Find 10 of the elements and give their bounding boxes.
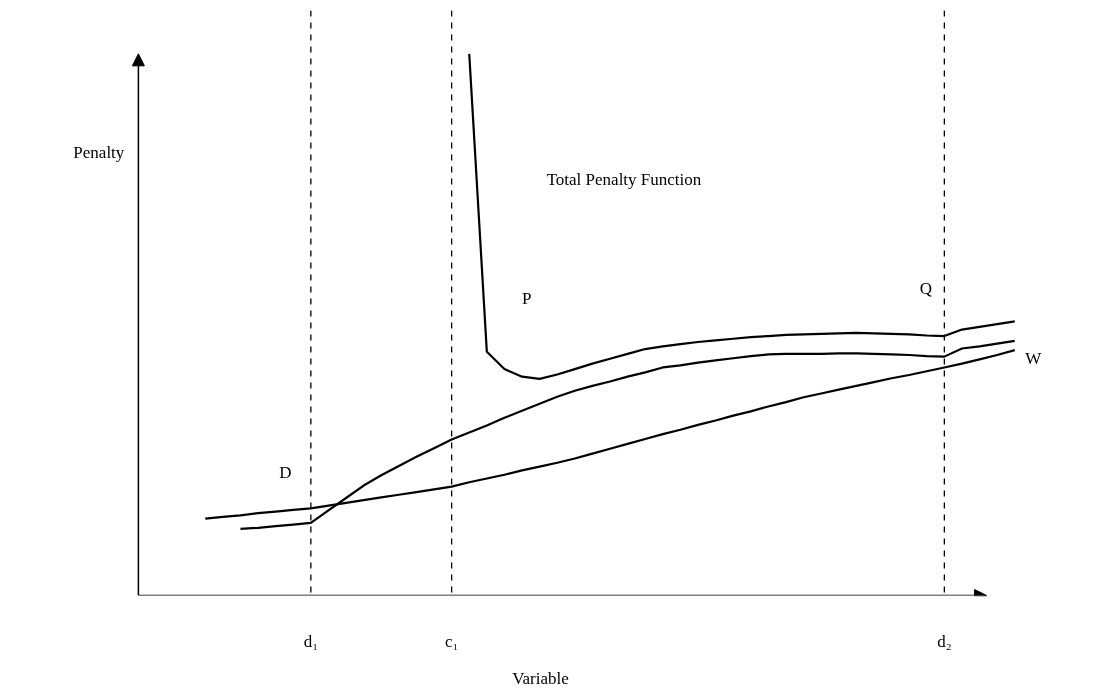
series-label: W	[1025, 349, 1043, 369]
y-axis-title: Penalty	[73, 143, 125, 163]
x-tick-label: c₁	[444, 631, 459, 651]
x-tick-label: d₁	[303, 631, 319, 651]
x-tick-label: d₂	[937, 631, 952, 651]
x-axis-title: Variable	[512, 668, 569, 688]
annotation: Q	[919, 278, 932, 298]
annotation: Total Penalty Function	[546, 170, 702, 190]
annotation: D	[279, 462, 292, 482]
annotation: P	[522, 289, 532, 309]
